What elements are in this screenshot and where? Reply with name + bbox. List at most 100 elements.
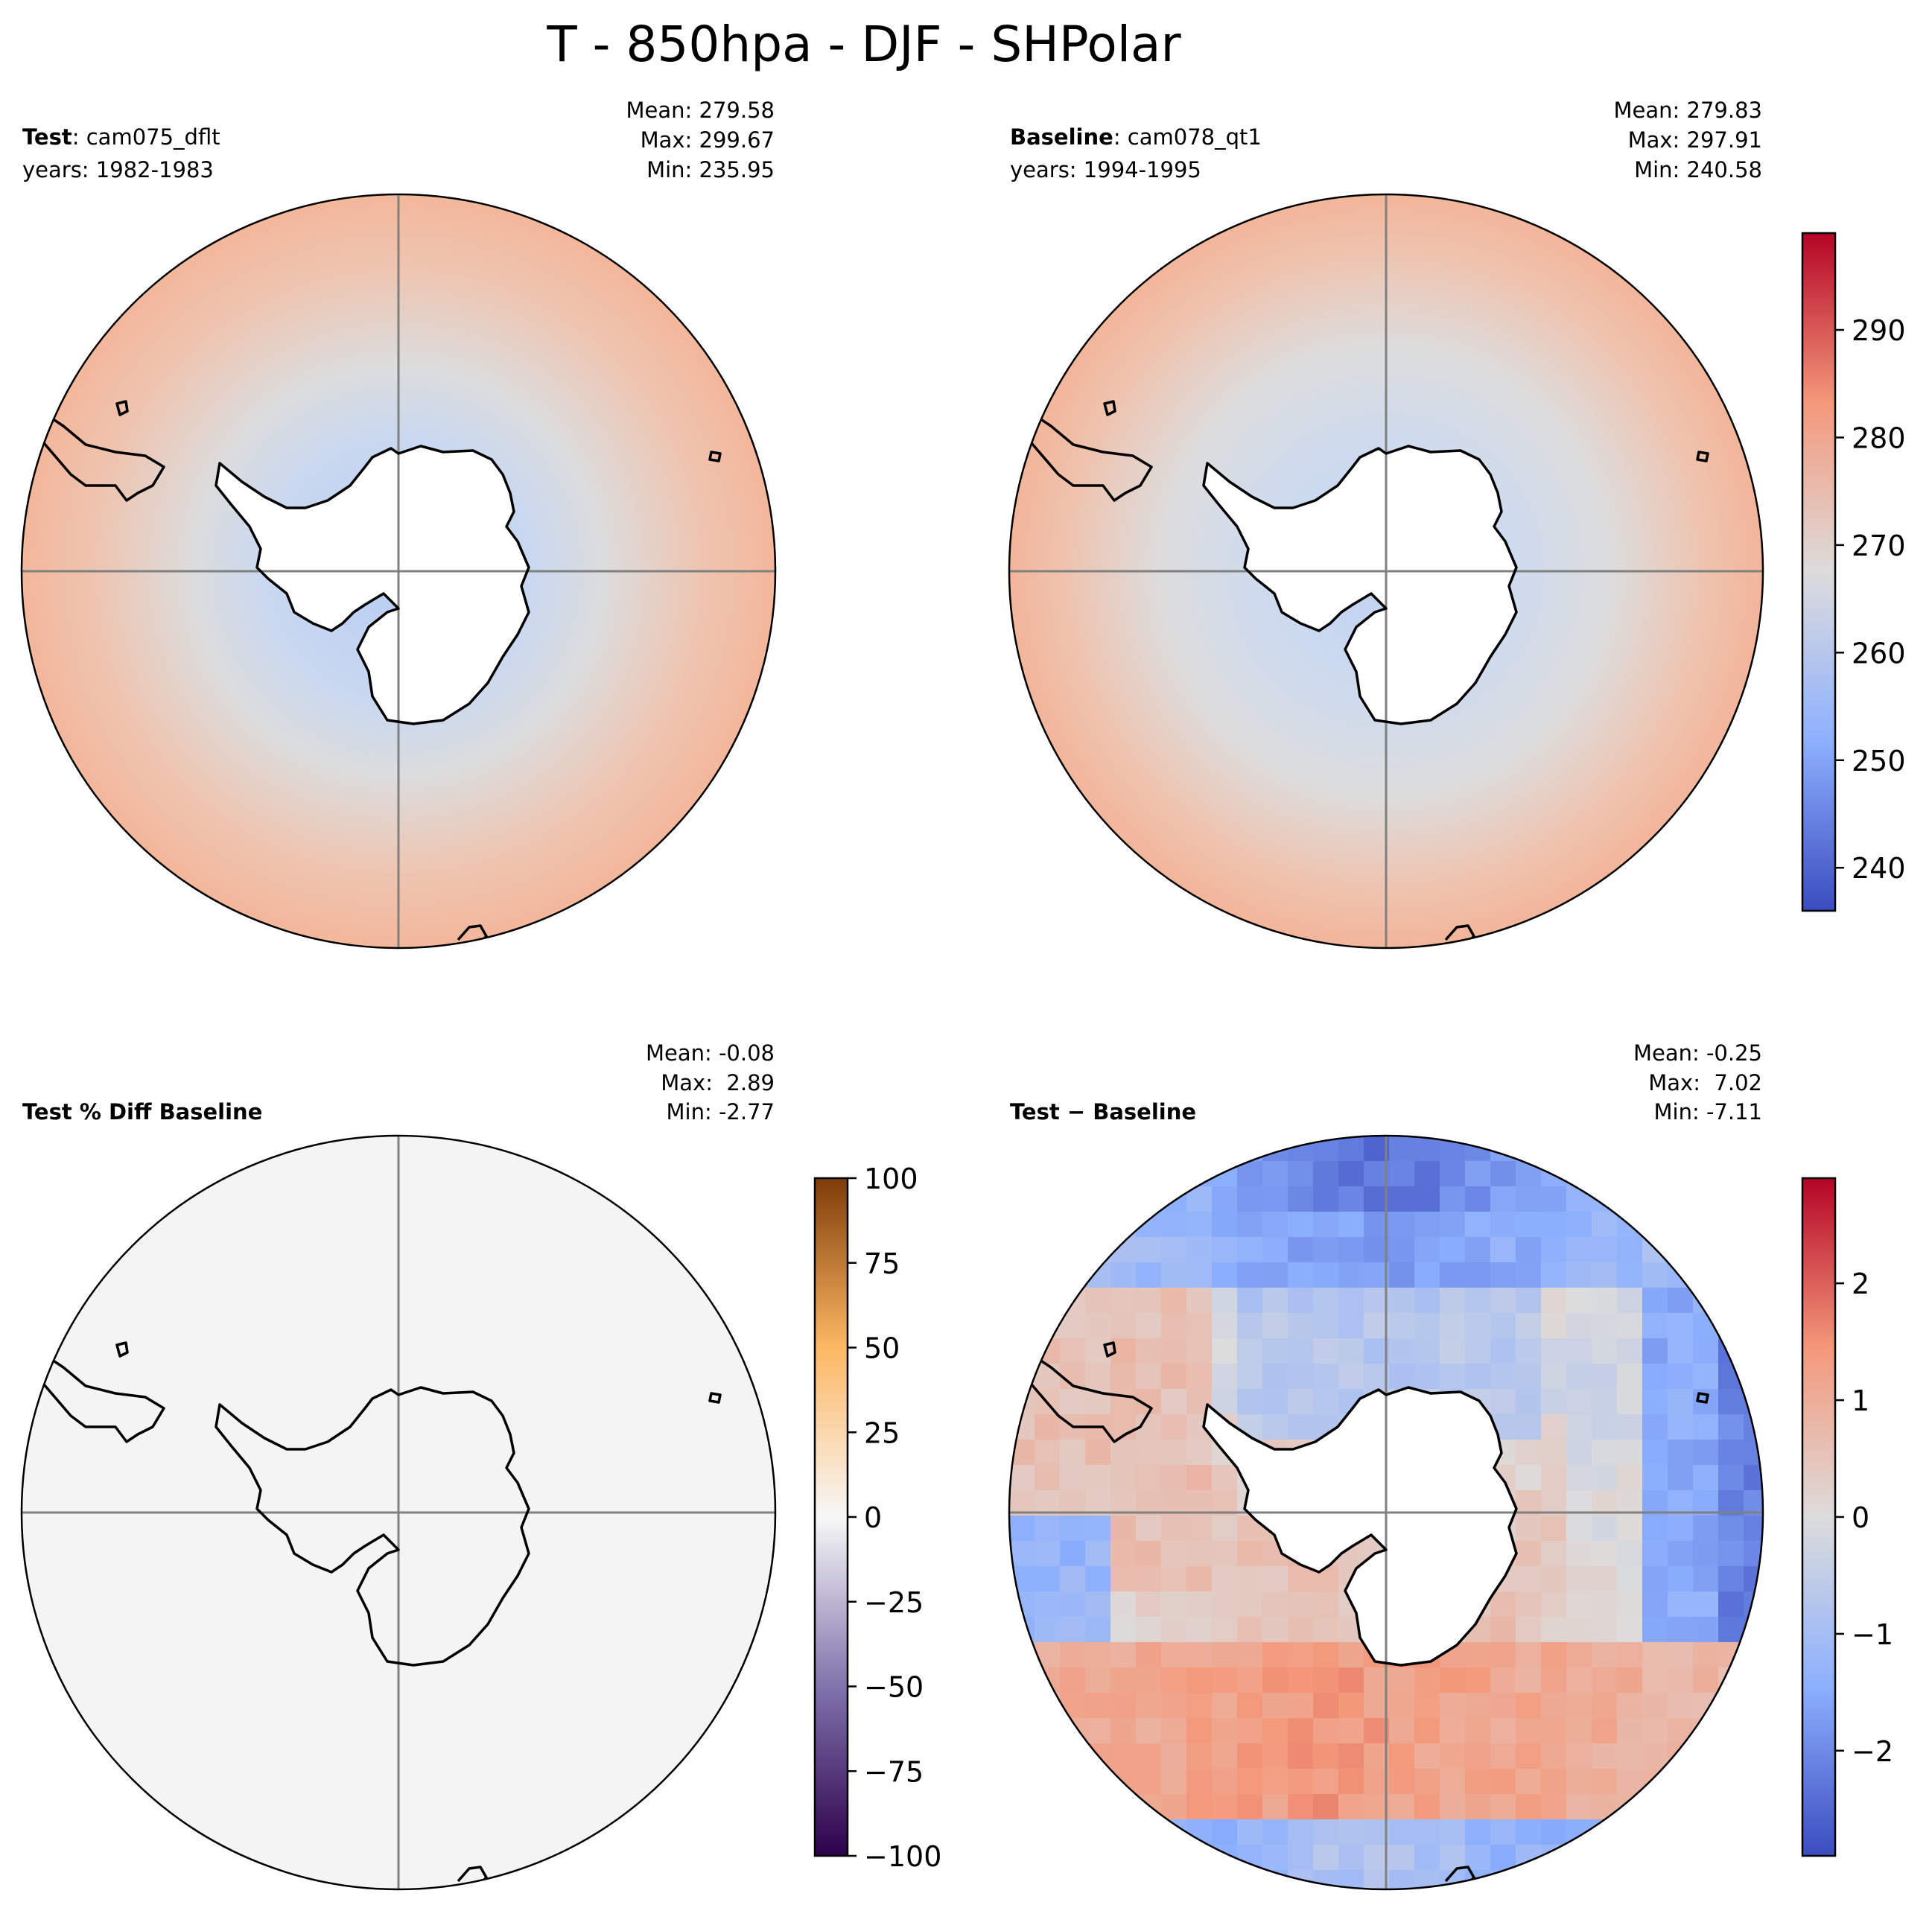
diff-cell: [1617, 1288, 1642, 1313]
diff-cell: [1693, 1440, 1718, 1465]
diff-cell: [1212, 1718, 1237, 1743]
diff-cell: [1262, 1389, 1288, 1414]
diff-cell: [1161, 1667, 1186, 1693]
diff-cell: [1693, 1262, 1718, 1288]
diff-cell: [1161, 1743, 1186, 1769]
baseline-max: Max: 297.91: [1628, 127, 1762, 153]
diff-cell: [1389, 1667, 1414, 1693]
diff-cell: [1541, 1591, 1566, 1617]
diff-cell: [1262, 1414, 1288, 1440]
diff-cell: [1237, 1364, 1262, 1389]
diff-cell: [1414, 1237, 1440, 1262]
diff-cell: [1440, 1186, 1465, 1212]
diff-cell: [1186, 1288, 1212, 1313]
diff-cell: [1161, 1414, 1186, 1440]
diff-cell: [1592, 1769, 1617, 1794]
diff-cell: [1009, 1389, 1035, 1414]
diff-cell: [1186, 1465, 1212, 1490]
diff-cell: [1338, 1794, 1364, 1819]
diff-cell: [1566, 1591, 1592, 1617]
diff-cell: [1414, 1288, 1440, 1313]
diff-cell: [1693, 1541, 1718, 1566]
diff-cell: [1009, 1338, 1035, 1364]
diff-cell: [1110, 1262, 1136, 1288]
diff-cell: [1490, 1313, 1516, 1338]
diff-cell: [1592, 1718, 1617, 1743]
diff-cell: [1161, 1237, 1186, 1262]
diff-cell: [1617, 1414, 1642, 1440]
diff-cell: [1566, 1414, 1592, 1440]
diff-cell: [1338, 1212, 1364, 1237]
diff-cell: [1541, 1794, 1566, 1819]
diff-cell: [1566, 1667, 1592, 1693]
diff-cell: [1490, 1186, 1516, 1212]
diff-cell: [1110, 1389, 1136, 1414]
diff-cell: [1186, 1566, 1212, 1591]
diff-cell: [1389, 1870, 1414, 1895]
colorbar-tick-label: 280: [1852, 422, 1906, 454]
colorbar-tick-label: 0: [1852, 1501, 1869, 1534]
diff-cell: [1718, 1440, 1744, 1465]
diff-cell: [1161, 1313, 1186, 1338]
diff-cell: [1288, 1769, 1313, 1794]
diff-cell: [1490, 1591, 1516, 1617]
diff-cell: [1566, 1617, 1592, 1642]
diff-cell: [1541, 1338, 1566, 1364]
diff-cell: [1262, 1338, 1288, 1364]
colorbar-tick-label: 50: [864, 1332, 900, 1365]
diff-cell: [1313, 1642, 1338, 1667]
colorbar-tick-label: 240: [1852, 852, 1906, 885]
diff-cell: [1338, 1845, 1364, 1870]
diff-cell: [1338, 1161, 1364, 1186]
diff-cell: [1566, 1161, 1592, 1186]
test-years: years: 1982-1983: [22, 157, 214, 182]
diff-cell: [1262, 1617, 1288, 1642]
diff-cell: [1744, 1465, 1769, 1490]
diff-cell: [1060, 1516, 1085, 1541]
diff-cell: [1693, 1743, 1718, 1769]
diff-cell: [1237, 1541, 1262, 1566]
diff-cell: [1186, 1819, 1212, 1845]
diff-cell: [1035, 1338, 1060, 1364]
diff-cell: [1262, 1566, 1288, 1591]
diff-cell: [1516, 1186, 1541, 1212]
diff-cell: [1516, 1566, 1541, 1591]
diff-cell: [1262, 1769, 1288, 1794]
diff-cell: [1642, 1541, 1668, 1566]
diff-cell: [1617, 1617, 1642, 1642]
diff-cell: [1262, 1136, 1288, 1161]
diff-cell: [1668, 1591, 1693, 1617]
diff-cell: [1161, 1541, 1186, 1566]
diff-cell: [1060, 1389, 1085, 1414]
diff-cell: [1237, 1338, 1262, 1364]
test-map: [22, 194, 775, 948]
diff-cell: [1288, 1693, 1313, 1718]
colorbar-tick-label: 250: [1852, 745, 1906, 777]
diff-cell: [1516, 1870, 1541, 1895]
diff-cell: [1516, 1667, 1541, 1693]
diff-cell: [1035, 1313, 1060, 1338]
diff-cell: [1668, 1769, 1693, 1794]
diff-cell: [1186, 1364, 1212, 1389]
diff-cell: [1313, 1769, 1338, 1794]
diff-cell: [1060, 1617, 1085, 1642]
diff-cell: [1541, 1465, 1566, 1490]
diff-cell: [1592, 1389, 1617, 1414]
diff-cell: [1541, 1819, 1566, 1845]
diff-cell: [1516, 1237, 1541, 1262]
diff-cell: [1262, 1313, 1288, 1338]
diff-cell: [1313, 1617, 1338, 1642]
diff-cell: [1592, 1338, 1617, 1364]
diff-cell: [1617, 1364, 1642, 1389]
diff-cell: [1516, 1262, 1541, 1288]
baseline-map: [1009, 194, 1763, 948]
diff-cell: [1313, 1718, 1338, 1743]
diff-cell: [1186, 1794, 1212, 1819]
diff-cell: [1617, 1667, 1642, 1693]
diff-cell: [1642, 1617, 1668, 1642]
diff-cell: [1465, 1870, 1490, 1895]
diff-cell: [1592, 1212, 1617, 1237]
diff-cell: [1642, 1465, 1668, 1490]
diff-cell: [1136, 1591, 1161, 1617]
diff-cell: [1262, 1743, 1288, 1769]
